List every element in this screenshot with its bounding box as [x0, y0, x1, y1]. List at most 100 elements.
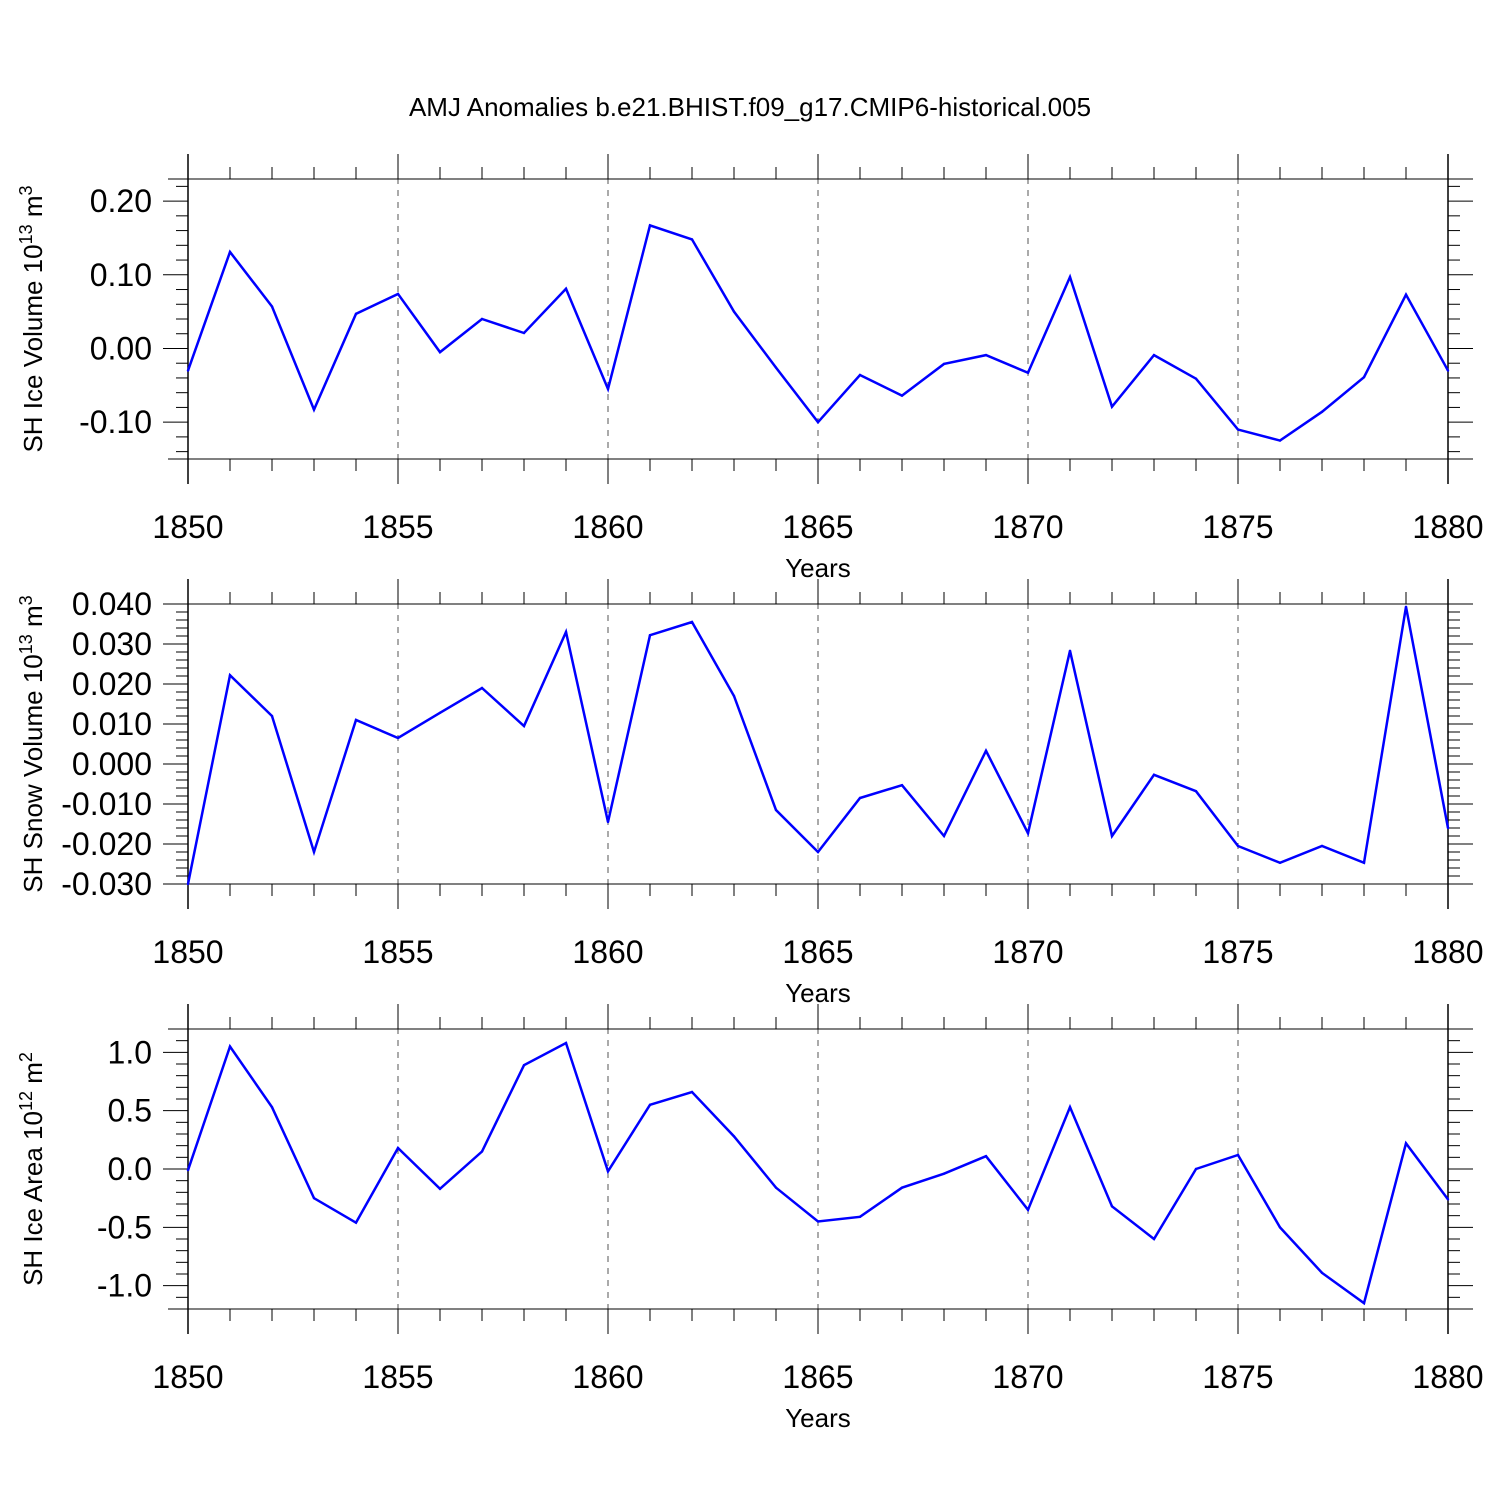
data-point [984, 749, 988, 752]
x-axis-title: Years [785, 978, 851, 1008]
y-axis-title-main: SH Ice Area 10 [18, 1111, 48, 1286]
data-point [900, 394, 904, 397]
y-axis-title: SH Snow Volume 1013 m3 [16, 595, 48, 892]
x-tick-label: 1850 [152, 934, 223, 970]
y-tick-label: 0.000 [72, 746, 152, 782]
data-point [732, 694, 736, 698]
y-tick-label: 0.5 [108, 1093, 152, 1129]
data-point [1152, 1237, 1156, 1241]
y-axis-title-unit-exponent: 2 [16, 1052, 36, 1062]
x-tick-label: 1865 [782, 1359, 853, 1395]
data-point [816, 1220, 820, 1223]
data-point [900, 784, 904, 787]
chart-panel-3: 1850 1855 1860 1865 1870 1875 1880 Years 1.0 0.5 0… [16, 1004, 1484, 1433]
y-tick-label: 0.020 [72, 666, 152, 702]
data-point [606, 387, 610, 391]
data-point [522, 331, 526, 335]
data-point [354, 718, 358, 722]
data-point [858, 373, 862, 377]
data-point [438, 1187, 442, 1191]
panels: 1850 1855 1860 1865 1870 1875 1880 Years 0.20 0.1… [16, 154, 1484, 1433]
data-point [228, 1045, 232, 1048]
data-point [1068, 649, 1072, 652]
y-axis-title-main: SH Snow Volume 10 [18, 654, 48, 892]
y-axis-title-unit: m [18, 605, 48, 634]
data-point [942, 834, 946, 838]
x-tick-label: 1860 [572, 934, 643, 970]
x-tick-label: 1850 [152, 1359, 223, 1395]
data-point [480, 1150, 484, 1153]
x-tick-label: 1880 [1412, 509, 1483, 545]
data-point [186, 882, 190, 886]
data-point [522, 724, 526, 728]
y-axis-title: SH Ice Area 1012 m2 [16, 1052, 48, 1286]
y-tick-label: 0.10 [90, 257, 152, 293]
y-tick-label: 0.010 [72, 706, 152, 742]
data-point [858, 796, 862, 800]
data-point [1194, 1167, 1198, 1171]
y-tick-label: 0.030 [72, 626, 152, 662]
data-point [606, 1170, 610, 1173]
data-point [396, 292, 400, 296]
x-tick-label: 1855 [362, 1359, 433, 1395]
data-point [228, 250, 232, 254]
data-point [1320, 844, 1324, 848]
data-point [816, 420, 820, 424]
data-point [354, 312, 358, 316]
data-point [942, 362, 946, 366]
data-point [1320, 1271, 1324, 1275]
data-point [648, 1103, 652, 1107]
data-point [900, 1186, 904, 1189]
data-point [1446, 1198, 1450, 1201]
data-point [690, 1090, 694, 1094]
x-tick-label: 1870 [992, 934, 1063, 970]
data-point [774, 1186, 778, 1189]
data-point [1278, 1226, 1282, 1229]
data-point [1110, 834, 1114, 838]
data-point [1152, 773, 1156, 776]
data-point [1236, 1153, 1240, 1157]
data-point [1320, 410, 1324, 414]
y-tick-label: 0.20 [90, 183, 152, 219]
data-point [522, 1063, 526, 1067]
data-point [1068, 275, 1072, 279]
data-point [1278, 439, 1282, 442]
x-tick-label: 1855 [362, 509, 433, 545]
y-axis-title-exponent: 13 [16, 224, 36, 244]
y-axis-title-unit: m [18, 1062, 48, 1091]
data-point [606, 820, 610, 824]
data-point [816, 850, 820, 854]
data-point [858, 1215, 862, 1219]
data-point [1152, 353, 1156, 357]
data-point [984, 1154, 988, 1158]
chart-panel-1: 1850 1855 1860 1865 1870 1875 1880 Years 0.20 0.1… [16, 154, 1484, 583]
data-point [1362, 1301, 1366, 1305]
data-point [690, 238, 694, 241]
y-axis-title-unit-exponent: 3 [16, 185, 36, 195]
data-point [1404, 605, 1408, 608]
data-point [564, 287, 568, 290]
y-axis-title-unit: m [18, 195, 48, 224]
chart-panel-2: 1850 1855 1860 1865 1870 1875 1880 Years 0.040 0.… [16, 579, 1484, 1008]
data-point [690, 620, 694, 624]
x-axis-title: Years [785, 553, 851, 583]
data-point [1026, 371, 1030, 374]
data-point [1446, 826, 1450, 830]
data-point [1362, 861, 1366, 864]
y-tick-label: -1.0 [97, 1268, 152, 1304]
data-point [396, 1146, 400, 1150]
data-point [312, 408, 316, 411]
data-point [186, 1168, 190, 1172]
x-tick-label: 1875 [1202, 1359, 1273, 1395]
y-tick-label: -0.10 [79, 404, 152, 440]
data-point [228, 674, 232, 677]
data-point [774, 366, 778, 369]
y-tick-label: -0.010 [61, 786, 152, 822]
x-tick-label: 1860 [572, 1359, 643, 1395]
data-point [1194, 790, 1198, 793]
data-point [186, 369, 190, 372]
y-axis-title-unit-exponent: 3 [16, 595, 36, 605]
data-point [564, 1041, 568, 1045]
data-point [1236, 428, 1240, 431]
